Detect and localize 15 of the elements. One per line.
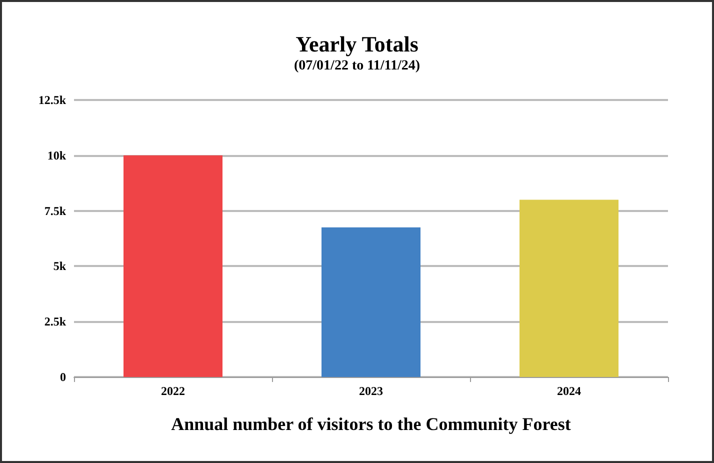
bar bbox=[322, 227, 420, 377]
x-tick-label: 2024 bbox=[557, 384, 581, 398]
y-tick-label: 5k bbox=[53, 259, 66, 274]
x-axis-title: Annual number of visitors to the Community Forest bbox=[171, 414, 571, 434]
y-tick-label: 2.5k bbox=[44, 314, 66, 329]
y-tick-label: 0 bbox=[60, 370, 66, 384]
bar bbox=[124, 155, 222, 377]
y-tick-label: 10k bbox=[47, 148, 66, 162]
chart-subtitle: (07/01/22 to 11/11/24) bbox=[294, 58, 420, 74]
x-tick-label: 2023 bbox=[359, 384, 383, 398]
chart-title: Yearly Totals bbox=[296, 32, 419, 56]
y-tick-label: 12.5k bbox=[38, 93, 66, 107]
y-tick-label: 7.5k bbox=[44, 204, 66, 218]
bar bbox=[520, 200, 618, 377]
x-tick-label: 2022 bbox=[161, 384, 185, 398]
